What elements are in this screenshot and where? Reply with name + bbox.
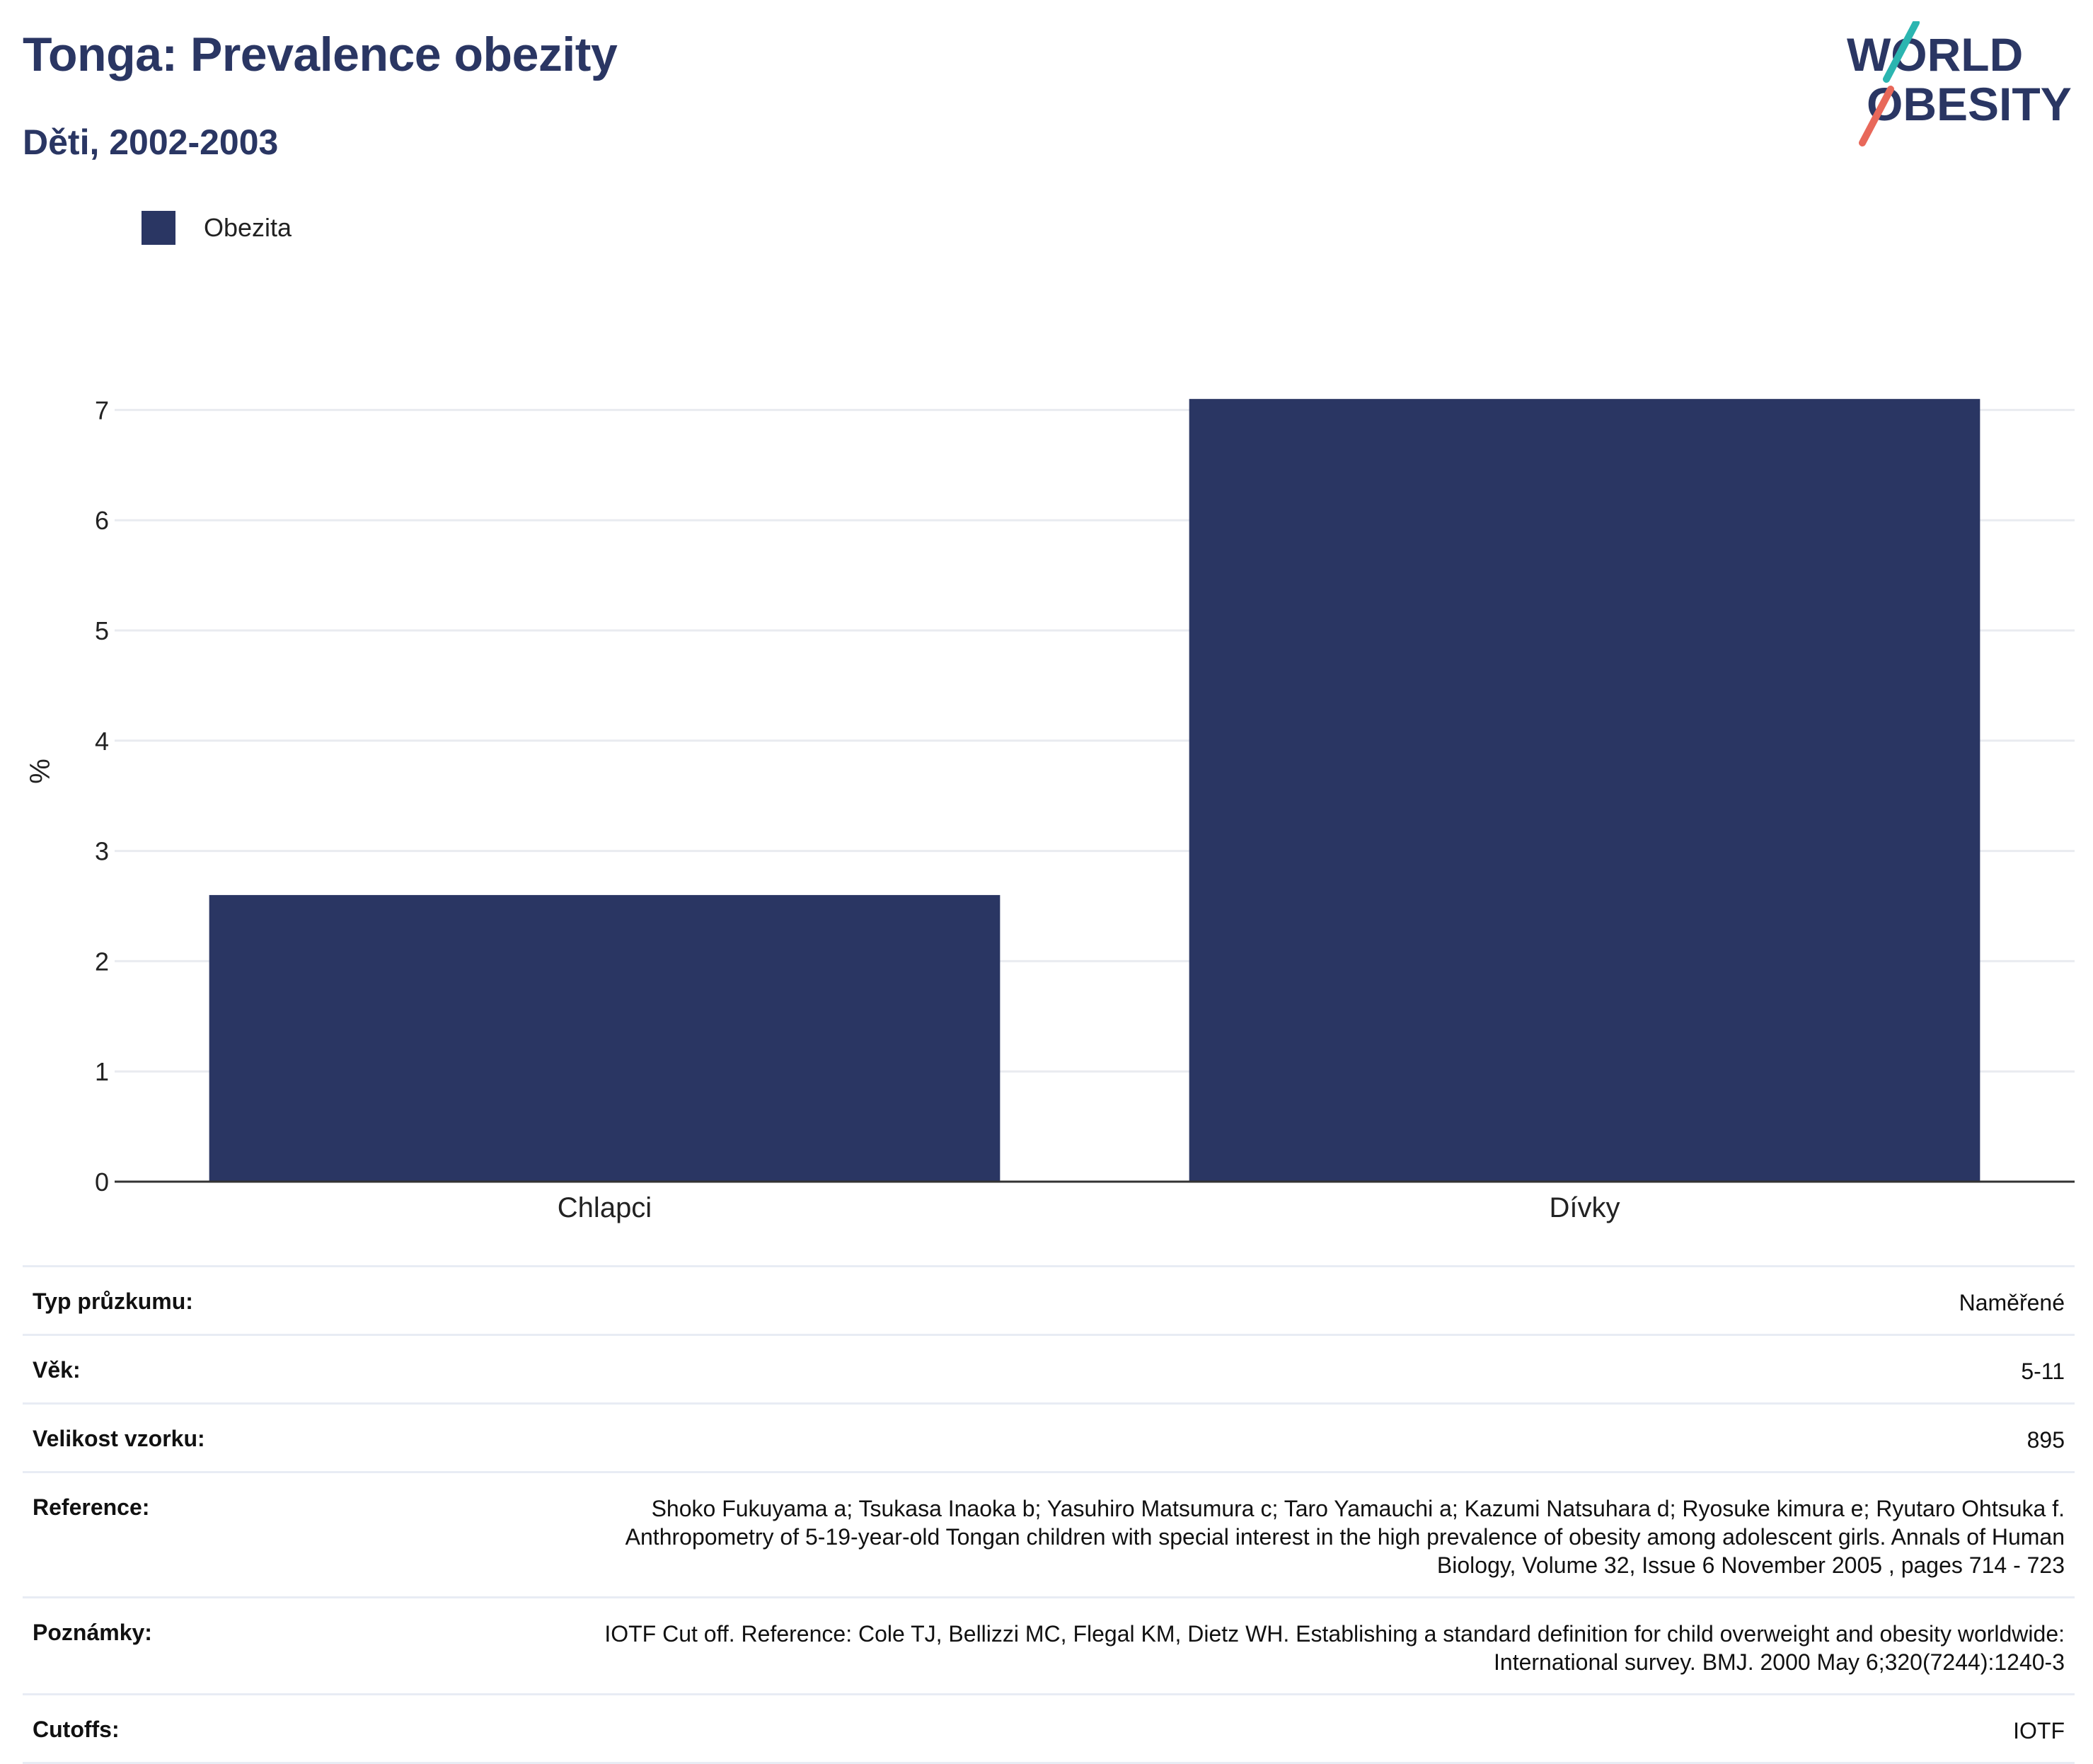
info-row: Velikost vzorku: 895 [23,1402,2075,1471]
info-row: Cutoffs: IOTF [23,1693,2075,1764]
x-tick-label-1: Dívky [1550,1192,1620,1223]
info-key: Cutoffs: [33,1717,120,1742]
world-obesity-logo: WORLD OBESITY [1847,21,2072,146]
y-tick-label-1: 1 [95,1057,109,1086]
info-key: Reference: [33,1494,150,1520]
legend-label-obezita: Obezita [204,213,292,242]
chart-legend: Obezita [142,211,292,245]
y-tick-label-5: 5 [95,616,109,645]
info-value: 5-11 [2021,1359,2065,1384]
info-key: Typ průzkumu: [33,1289,193,1314]
y-tick-label-6: 6 [95,506,109,535]
info-table: Typ průzkumu: Naměřené Věk: 5-11 Velikost vz… [23,1265,2075,1764]
info-value: Naměřené [1959,1290,2065,1315]
chart-title: Tonga: Prevalence obezity [23,28,618,81]
info-row: Poznámky: IOTF Cut off. Reference: Cole T… [23,1596,2075,1693]
svg-text:WORLD: WORLD [1847,28,2023,81]
y-tick-label-2: 2 [95,947,109,976]
y-tick-label-0: 0 [95,1168,109,1197]
info-row: Věk: 5-11 [23,1334,2075,1402]
info-key: Velikost vzorku: [33,1426,205,1451]
info-row: Typ průzkumu: Naměřené [23,1265,2075,1334]
bar-chart: 0 1 2 3 4 5 6 7% Chlapci Dívky [25,396,2075,1223]
info-value: 895 [2026,1427,2065,1453]
legend-swatch-obezita [142,211,175,245]
y-axis-label: % [25,759,56,784]
info-row: Reference: Shoko Fukuyama a; Tsukasa Inao… [23,1471,2075,1596]
info-value: Shoko Fukuyama a; Tsukasa Inaoka b; Yasu… [625,1496,2065,1578]
y-tick-label-7: 7 [95,396,109,425]
bar-dívky [1189,398,1980,1182]
bar-chlapci [209,894,1001,1182]
x-tick-label-0: Chlapci [558,1192,652,1223]
y-tick-label-3: 3 [95,837,109,866]
chart-subtitle: Děti, 2002-2003 [23,122,279,162]
svg-text:OBESITY: OBESITY [1867,78,2072,130]
info-key: Poznámky: [33,1620,152,1645]
info-value: IOTF [2013,1718,2065,1743]
info-value: IOTF Cut off. Reference: Cole TJ, Belliz… [604,1621,2065,1675]
y-tick-label-4: 4 [95,727,109,756]
info-key: Věk: [33,1357,81,1383]
